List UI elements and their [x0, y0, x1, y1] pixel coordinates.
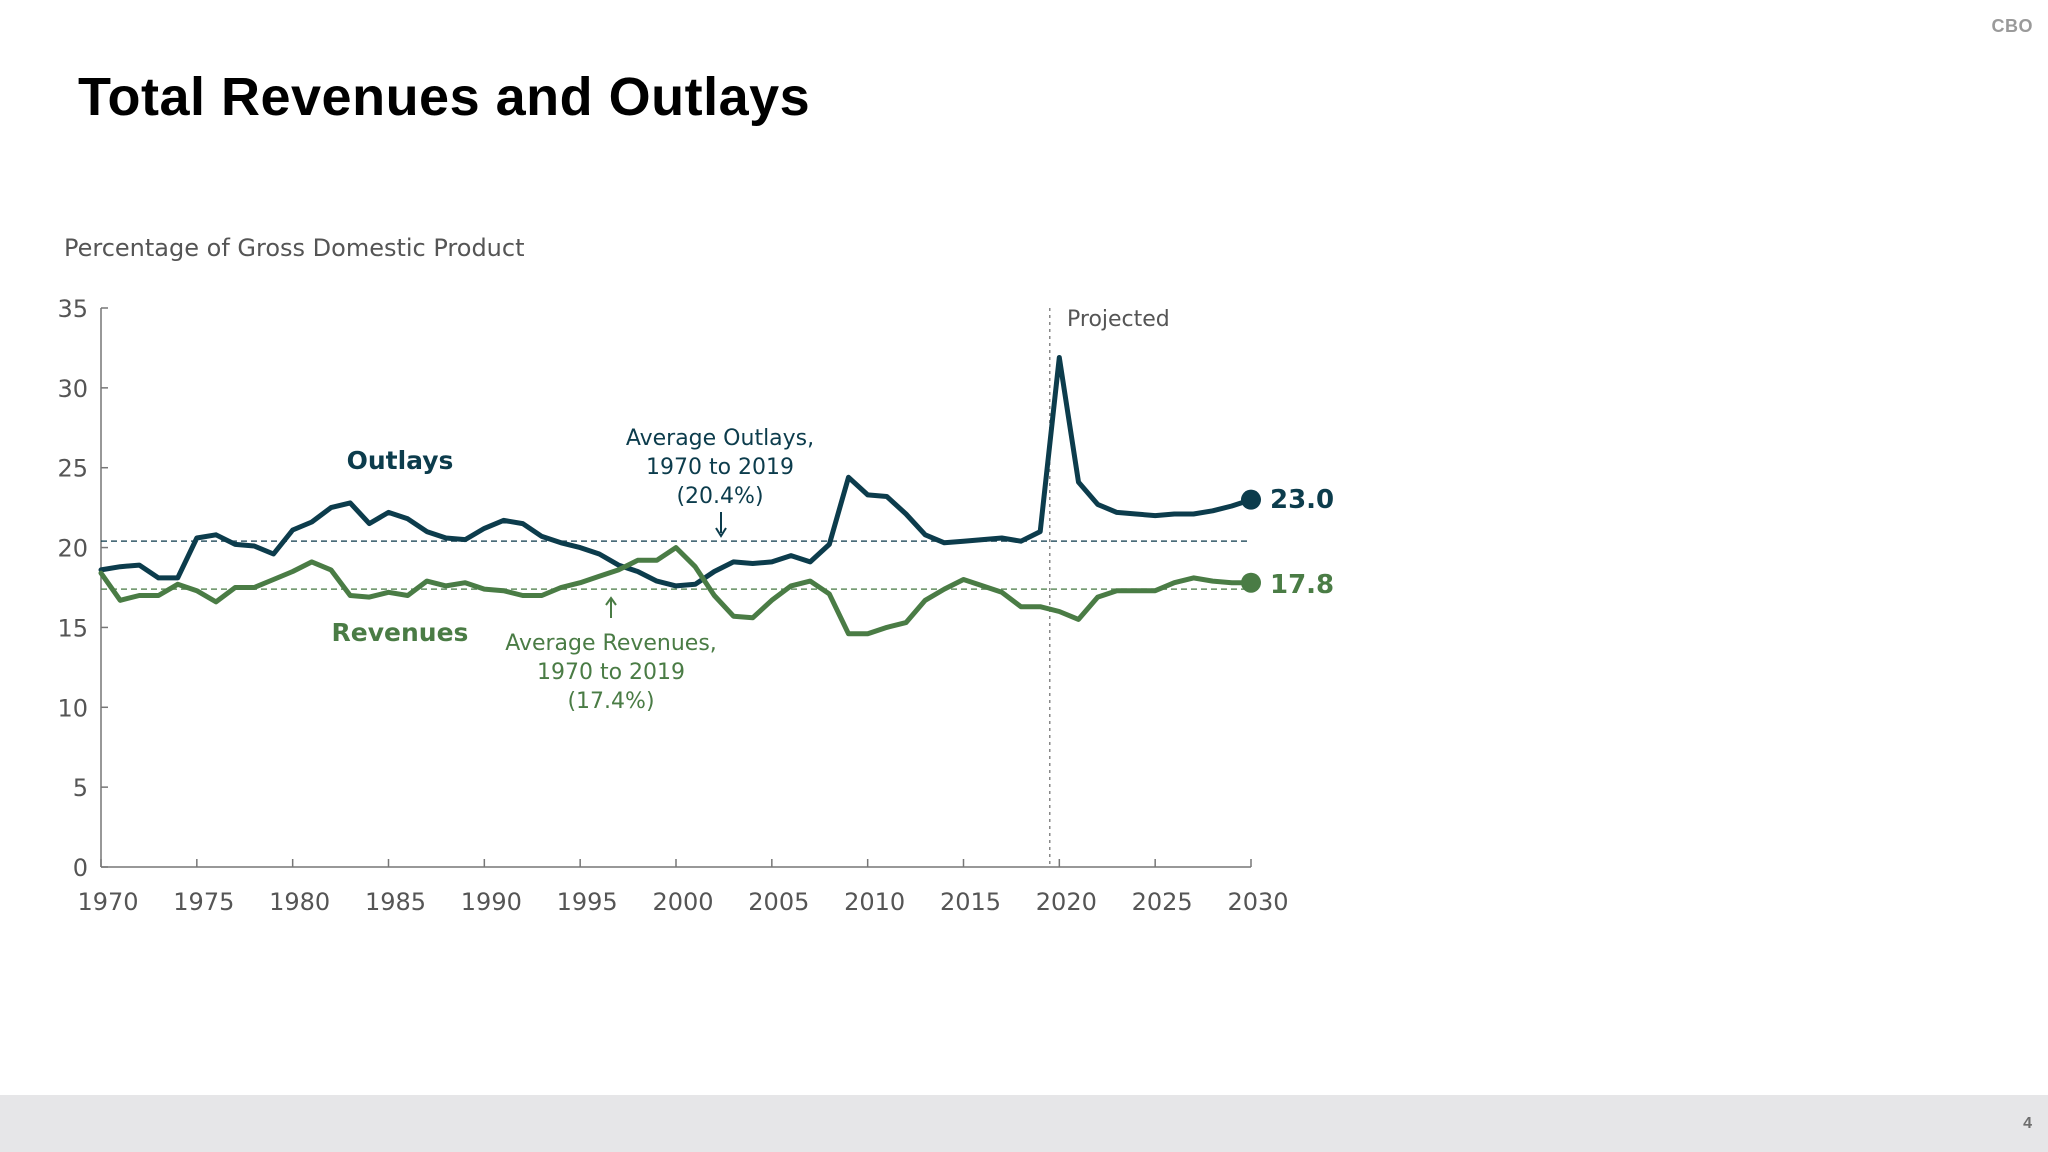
x-tick-label: 2030 — [1227, 888, 1288, 916]
x-tick-label: 1980 — [269, 888, 330, 916]
avg-outlays-arrowhead — [715, 527, 727, 538]
avg-outlays-annotation: Average Outlays, 1970 to 2019 (20.4%) — [626, 426, 814, 509]
x-tick-label: 2005 — [748, 888, 809, 916]
series-label-outlays: Outlays — [347, 446, 454, 475]
x-tick-label: 1990 — [461, 888, 522, 916]
projected-label: Projected — [1067, 307, 1170, 332]
agency-logo: CBO — [1991, 16, 2033, 36]
x-tick-label: 1970 — [77, 888, 138, 916]
x-tick-label: 1985 — [365, 888, 426, 916]
end-point-outlays — [1241, 489, 1261, 510]
end-point-revenues — [1241, 572, 1261, 593]
y-tick-label: 25 — [57, 455, 88, 483]
chart-annotations: Projected Outlays Revenues Average Outla… — [332, 307, 1335, 714]
y-tick-label: 15 — [57, 614, 88, 642]
y-tick-label: 5 — [73, 774, 88, 802]
x-tick-label: 2010 — [844, 888, 905, 916]
avg-outlays-label-line3: (20.4%) — [676, 484, 763, 509]
outlays-end-value: 23.0 — [1270, 485, 1334, 515]
x-tick-label: 2025 — [1132, 888, 1193, 916]
y-tick-label: 0 — [73, 854, 88, 882]
avg-outlays-label-line1: Average Outlays, — [626, 426, 814, 451]
y-axis-label: Percentage of Gross Domestic Product — [64, 234, 525, 262]
series-line-outlays — [98, 355, 1254, 589]
y-tick-label: 20 — [57, 535, 88, 563]
x-tick-label: 2000 — [652, 888, 713, 916]
x-tick-label: 2015 — [940, 888, 1001, 916]
y-tick-label: 30 — [57, 375, 88, 403]
avg-outlays-label-line2: 1970 to 2019 — [646, 455, 794, 480]
y-tick-label: 10 — [57, 694, 88, 722]
slide-title: Total Revenues and Outlays — [78, 67, 811, 127]
revenues-end-value: 17.8 — [1270, 570, 1334, 600]
slide: CBO Total Revenues and Outlays Percentag… — [57, 16, 2033, 916]
x-tick-label: 1995 — [557, 888, 618, 916]
revenues-outlays-chart: Percentage of Gross Domestic Product 0 5 1… — [57, 234, 1288, 916]
avg-revenues-label-line1: Average Revenues, — [505, 631, 717, 656]
page-number: 4 — [2023, 1115, 2032, 1132]
avg-revenues-label-line2: 1970 to 2019 — [537, 660, 685, 685]
y-tick-label: 35 — [57, 295, 88, 323]
series-label-revenues: Revenues — [332, 618, 469, 647]
avg-revenues-arrowhead — [605, 596, 617, 606]
x-tick-label: 1975 — [173, 888, 234, 916]
footer-bar: 4 — [0, 1095, 2048, 1152]
series-line-revenues — [98, 545, 1254, 637]
avg-revenues-label-line3: (17.4%) — [567, 689, 654, 714]
avg-revenues-annotation: Average Revenues, 1970 to 2019 (17.4%) — [505, 631, 717, 714]
x-tick-label: 2020 — [1036, 888, 1097, 916]
